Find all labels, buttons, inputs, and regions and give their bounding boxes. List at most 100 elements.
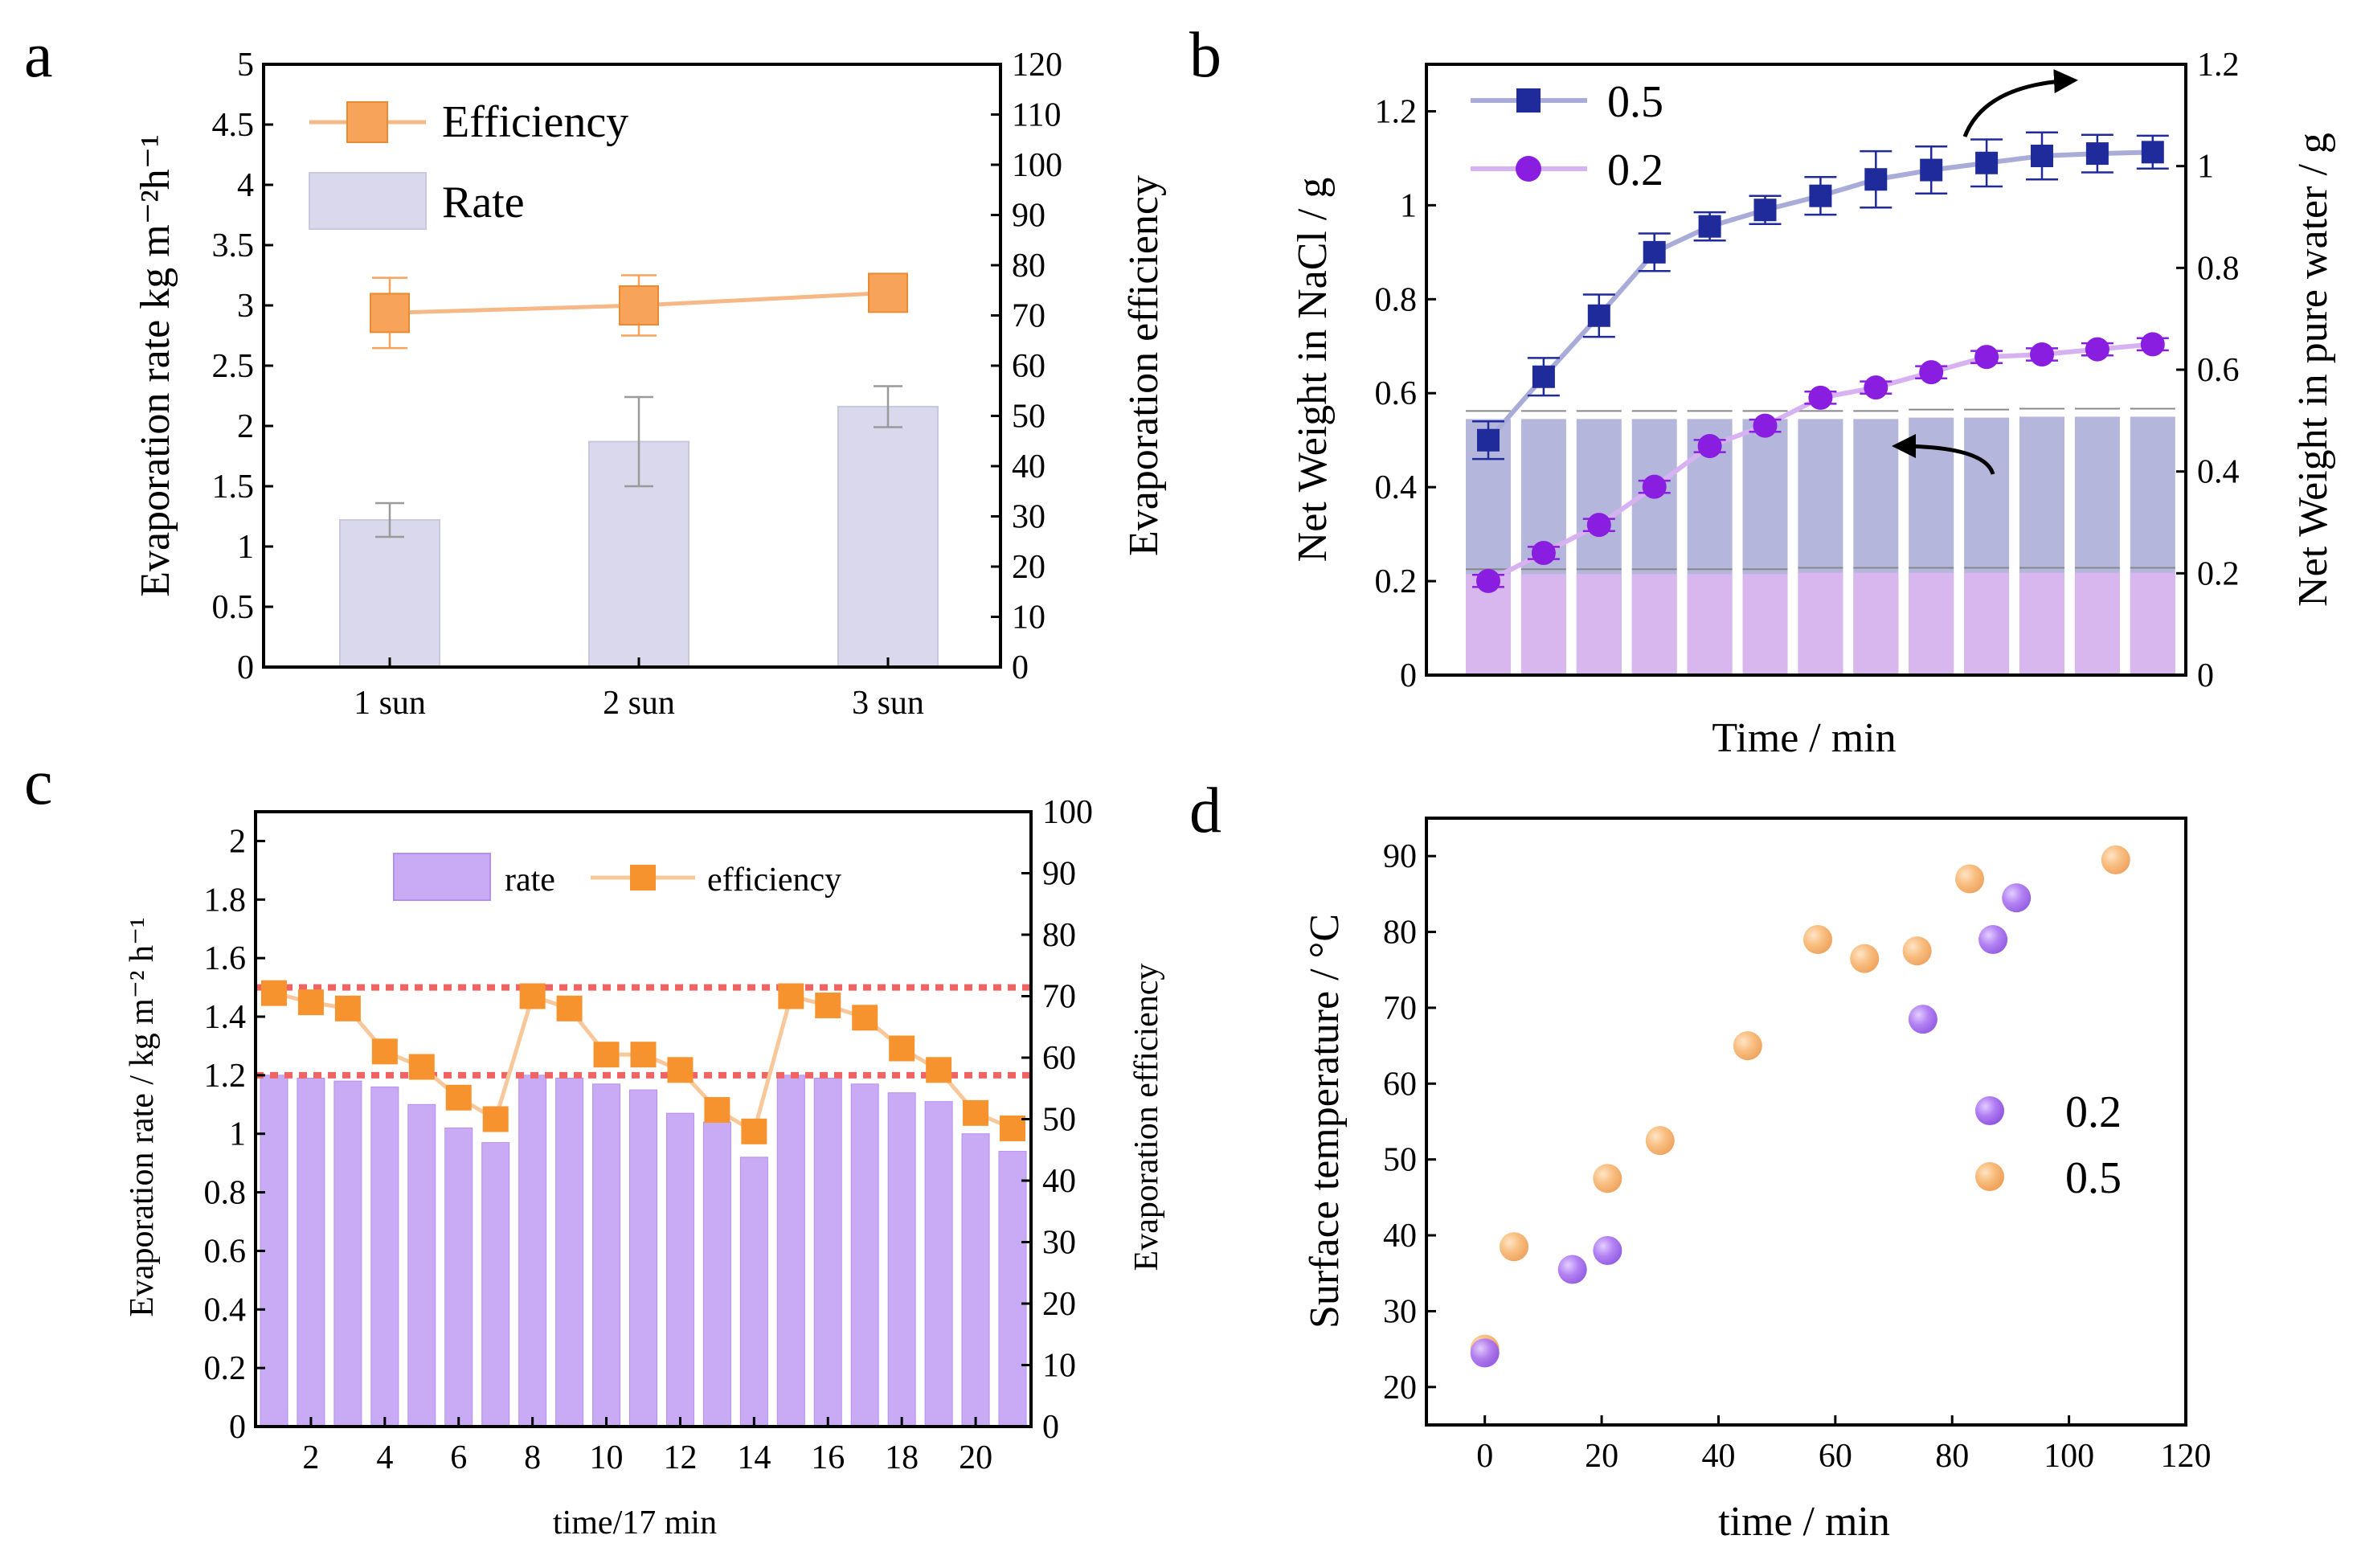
efficiency-marker	[594, 1042, 620, 1067]
efficiency-marker	[926, 1057, 951, 1083]
efficiency-axis-tick-label: 80	[1042, 917, 1076, 954]
rate-bar	[740, 1157, 767, 1427]
x-tick-label: 1 sun	[354, 685, 426, 722]
y-axis-title: Net Weight in NaCl / g	[1290, 178, 1336, 563]
series-0.5-marker	[1643, 241, 1666, 264]
temp-axis-tick-label: 80	[1383, 915, 1417, 952]
nacl-axis-tick-label: 1.2	[1375, 93, 1418, 130]
point-0.5	[1500, 1232, 1528, 1261]
series-0.5-marker	[1477, 429, 1500, 452]
rate-axis-tick-label: 3	[237, 288, 254, 325]
x-tick-label: 80	[1935, 1438, 1969, 1475]
x-tick-label: 2	[302, 1439, 319, 1476]
rate-bar	[593, 1084, 620, 1427]
panel-letter-b: b	[1189, 20, 1221, 91]
x-tick-label: 3 sun	[852, 685, 924, 722]
rate-axis-tick-label: 1.5	[212, 469, 255, 506]
efficiency-axis-tick-label: 120	[1012, 47, 1062, 84]
nacl-axis-tick-label: 1	[1400, 187, 1417, 224]
rate-axis-tick-label: 2	[229, 823, 246, 860]
temp-axis-tick-label: 40	[1383, 1218, 1417, 1255]
series-0.2-marker	[1808, 386, 1832, 410]
efficiency-marker	[261, 981, 287, 1006]
temp-axis-tick-label: 50	[1383, 1142, 1417, 1179]
rate-axis-tick-label: 3.5	[212, 227, 255, 264]
rate-bar	[999, 1152, 1026, 1427]
legend-efficiency-marker	[347, 102, 387, 142]
rate-axis-tick-label: 0.2	[204, 1350, 247, 1387]
water-axis-tick-label: 0.8	[2197, 250, 2240, 287]
point-0.5	[1850, 944, 1879, 973]
legend-0.2-marker	[1516, 156, 1541, 182]
x-axis-title: time / min	[1718, 1499, 1890, 1545]
efficiency-axis-tick-label: 0	[1042, 1409, 1059, 1446]
series-0.5-marker	[2086, 142, 2109, 165]
rate-bar	[814, 1079, 841, 1427]
x-tick-label: 120	[2161, 1438, 2212, 1475]
rate-axis-tick-label: 5	[237, 47, 254, 84]
efficiency-marker	[409, 1054, 435, 1079]
y-axis-title: Surface temperature / °C	[1302, 914, 1348, 1329]
rate-bar	[371, 1087, 399, 1427]
rate-bar	[408, 1104, 436, 1427]
x-tick-label: 8	[524, 1439, 541, 1476]
efficiency-axis-tick-label: 40	[1042, 1163, 1076, 1200]
x-tick-label: 2 sun	[603, 685, 675, 722]
legend-rate-swatch	[309, 173, 426, 229]
efficiency-marker	[852, 1005, 878, 1030]
y2-axis-title: Net Weight in pure water / g	[2290, 133, 2336, 607]
series-0.2-marker	[1864, 375, 1888, 399]
rate-bar	[340, 520, 440, 667]
efficiency-axis-tick-label: 10	[1012, 600, 1045, 637]
efficiency-marker	[483, 1107, 509, 1132]
temp-axis-tick-label: 70	[1383, 990, 1417, 1027]
x-tick-label: 6	[450, 1439, 467, 1476]
rate-axis-tick-label: 1.6	[204, 940, 247, 977]
bar-0.2	[1577, 574, 1622, 675]
efficiency-axis-tick-label: 90	[1042, 856, 1076, 893]
legend-rate-swatch	[394, 854, 490, 900]
efficiency-axis-tick-label: 30	[1012, 499, 1045, 536]
x-tick-label: 10	[590, 1439, 624, 1476]
y-axis-title: Evaporation rate / kg m⁻² h⁻¹	[124, 917, 161, 1317]
point-0.2	[2002, 883, 2031, 912]
series-0.5-marker	[2031, 145, 2053, 167]
legend-0.2-label: 0.2	[1607, 145, 1663, 195]
rate-bar	[888, 1093, 915, 1427]
temp-axis-tick-label: 20	[1383, 1369, 1417, 1406]
x-axis-title: Time / min	[1712, 715, 1896, 761]
x-tick-label: 20	[1585, 1438, 1618, 1475]
rate-bar	[445, 1128, 473, 1427]
point-0.5	[1903, 936, 1932, 965]
series-0.5-marker	[2142, 141, 2164, 163]
rate-bar	[838, 407, 938, 667]
y2-axis-title: Evaporation efficiency	[1121, 175, 1167, 556]
rate-axis-tick-label: 0.4	[204, 1292, 247, 1329]
rate-bar	[297, 1079, 325, 1427]
legend-0.5-label: 0.5	[1607, 77, 1663, 127]
efficiency-marker	[889, 1036, 915, 1062]
nacl-axis-tick-label: 0.4	[1375, 469, 1418, 506]
efficiency-marker	[631, 1042, 657, 1067]
x-tick-label: 40	[1701, 1438, 1735, 1475]
rate-axis-tick-label: 1.8	[204, 882, 247, 919]
figure: a b c d 00.511.522.533.544.5501020304050…	[0, 0, 2361, 1568]
panel-b: 0 0.2 0.4 0.6 0.8 1 1.2 0 0.2 0.4 0.6 0.8 1 1.2 Time /…	[1290, 47, 2336, 761]
nacl-axis-tick-label: 0	[1400, 657, 1417, 694]
point-0.2	[1471, 1338, 1500, 1367]
rate-bar	[519, 1075, 546, 1427]
rate-bar	[630, 1090, 657, 1427]
rate-bar	[962, 1134, 989, 1427]
series-0.5-marker	[1699, 215, 1721, 238]
series-0.5-marker	[1920, 159, 1942, 182]
water-axis-tick-label: 0.6	[2197, 352, 2240, 389]
x-tick-label: 14	[737, 1439, 771, 1476]
efficiency-marker	[370, 293, 409, 332]
series-0.2-marker	[1753, 414, 1778, 438]
series-0.5-marker	[1809, 185, 1831, 207]
point-0.2	[1558, 1255, 1587, 1284]
efficiency-axis-tick-label: 60	[1012, 348, 1045, 385]
series-0.5-marker	[1754, 199, 1777, 221]
x-tick-label: 12	[663, 1439, 697, 1476]
efficiency-marker	[372, 1038, 398, 1064]
